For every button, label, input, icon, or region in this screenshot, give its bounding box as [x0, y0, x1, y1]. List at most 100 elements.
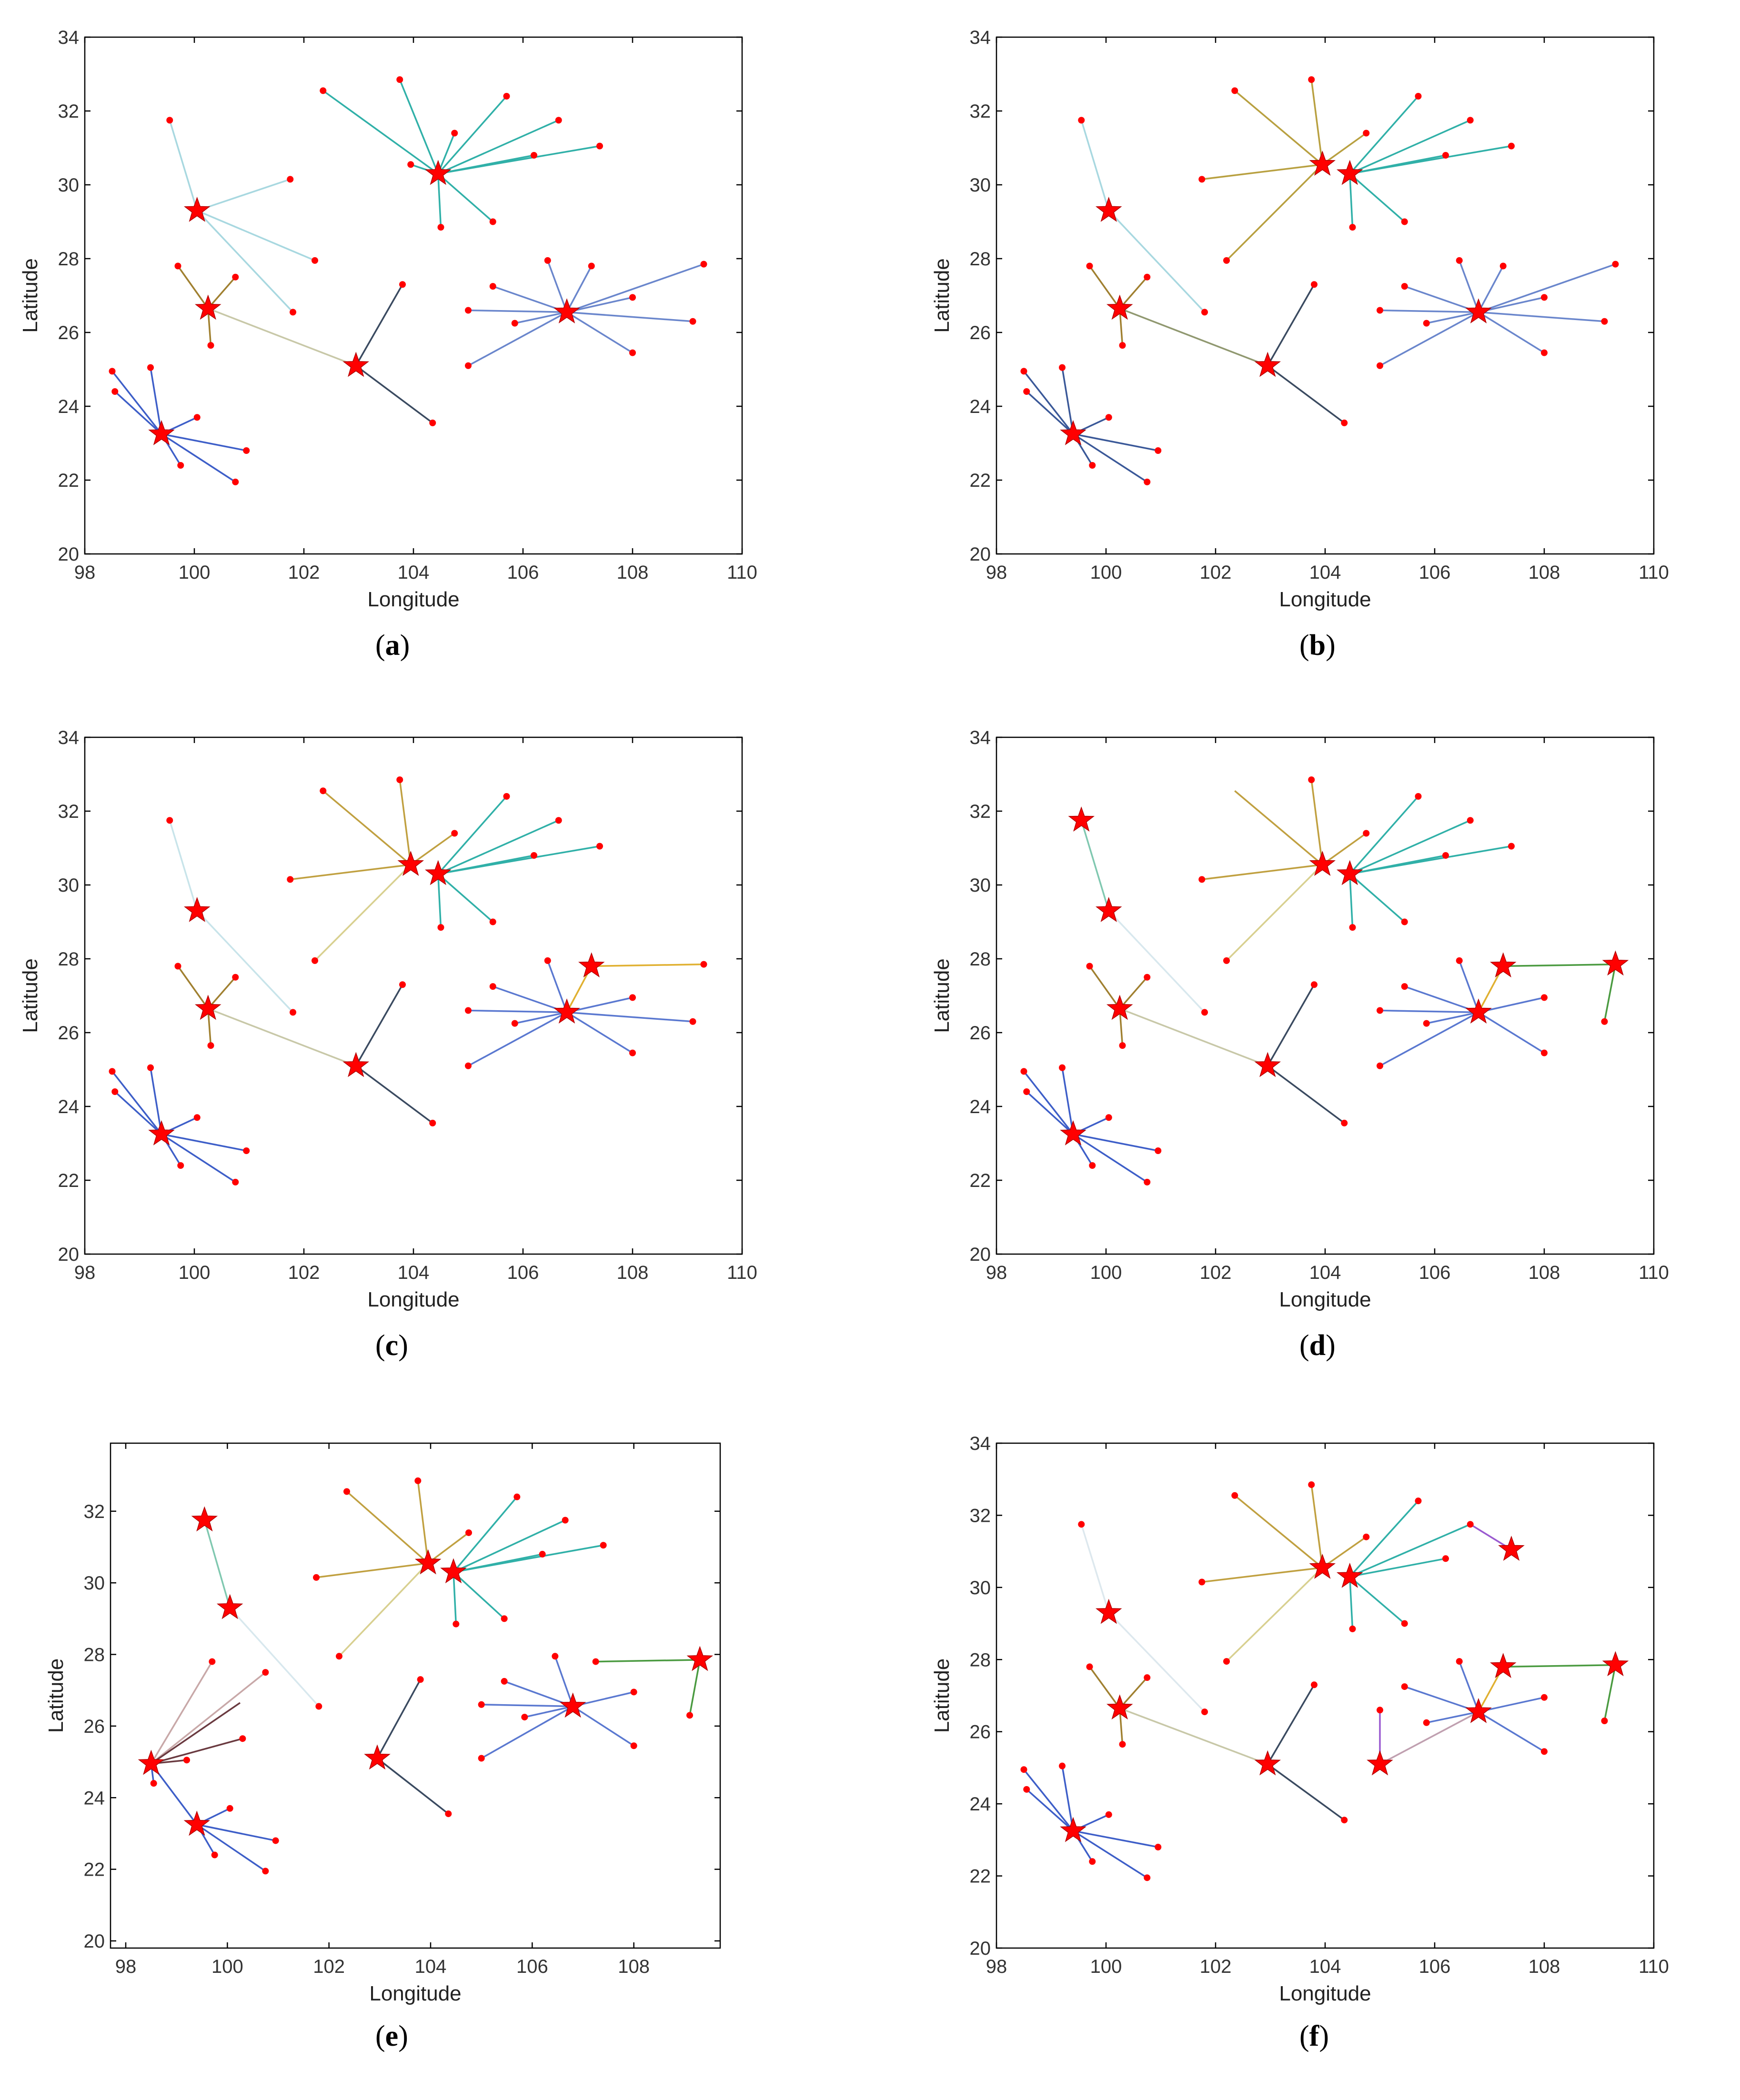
- link-line: [453, 1572, 457, 1624]
- city-point: [501, 1615, 508, 1622]
- link-line: [468, 309, 567, 313]
- link-line: [161, 433, 236, 483]
- link-line: [208, 1007, 356, 1067]
- link-line: [1349, 154, 1446, 175]
- y-tick-label: 26: [84, 1716, 105, 1737]
- chart-a: 98 100 102 104 106 108 110 20 22 24 26 28 30 32 34 Long…: [19, 27, 757, 611]
- city-point: [1119, 342, 1126, 349]
- y-axis-label: Latitude: [930, 958, 954, 1033]
- city-point: [629, 349, 636, 356]
- city-point: [312, 957, 318, 964]
- city-point: [1089, 1858, 1096, 1865]
- city-point: [312, 257, 318, 264]
- link-line: [468, 311, 567, 367]
- link-line: [591, 963, 704, 967]
- link-line: [177, 965, 209, 1009]
- center-star: [1336, 860, 1363, 885]
- link-line: [514, 311, 567, 324]
- city-point: [177, 462, 184, 469]
- link-line: [1267, 1684, 1315, 1765]
- x-tick-label: 100: [1090, 1262, 1122, 1283]
- link-line: [1026, 391, 1074, 435]
- city-point: [243, 1147, 250, 1154]
- caption-e-label: e: [385, 2020, 399, 2052]
- x-tick-label: 106: [1419, 1956, 1451, 1977]
- city-point: [1144, 1874, 1151, 1881]
- city-point: [313, 1574, 320, 1581]
- city-point: [1401, 918, 1408, 925]
- link-line: [1073, 1830, 1148, 1879]
- city-point: [1059, 364, 1066, 371]
- link-line: [481, 1706, 573, 1759]
- y-tick-label: 32: [970, 1505, 991, 1526]
- city-point: [451, 830, 458, 837]
- link-line: [1458, 960, 1479, 1013]
- link-line: [1061, 367, 1074, 434]
- x-tick-label: 104: [1309, 1262, 1341, 1283]
- city-point: [1155, 1147, 1162, 1154]
- city-point: [1311, 1681, 1318, 1688]
- link-line: [207, 1008, 212, 1046]
- city-point: [1144, 974, 1151, 981]
- city-point: [1201, 1708, 1208, 1716]
- city-point: [290, 1009, 296, 1016]
- link-line: [114, 391, 162, 435]
- link-line: [468, 1009, 567, 1014]
- x-axis-label: Longitude: [1279, 1982, 1371, 2005]
- city-point: [1401, 1620, 1408, 1627]
- link-line: [1119, 1007, 1268, 1067]
- link-line: [197, 178, 291, 211]
- link-line: [547, 260, 568, 312]
- city-point: [1508, 142, 1515, 150]
- city-point: [1341, 419, 1348, 426]
- link-line: [1310, 1484, 1323, 1568]
- city-point: [1377, 1007, 1383, 1014]
- city-point: [1423, 320, 1430, 327]
- center-star: [1465, 1698, 1492, 1723]
- city-point: [1541, 349, 1548, 356]
- x-tick-label: 110: [1639, 562, 1669, 583]
- center-star: [194, 294, 221, 320]
- y-tick-label: 34: [58, 27, 80, 48]
- link-line: [1267, 1065, 1345, 1124]
- city-point: [689, 318, 696, 325]
- y-tick-label: 34: [58, 727, 80, 748]
- city-point: [1308, 76, 1315, 83]
- link-line: [208, 307, 356, 367]
- city-point: [1311, 281, 1318, 288]
- city-point: [232, 974, 239, 981]
- link-line: [316, 1562, 428, 1578]
- city-point: [1341, 1817, 1348, 1824]
- link-line: [1119, 307, 1268, 367]
- y-tick-label: 24: [970, 1096, 991, 1117]
- link-line: [1089, 1666, 1121, 1709]
- city-point: [1155, 447, 1162, 454]
- y-axis-label: Latitude: [19, 258, 42, 333]
- link-line: [1108, 210, 1206, 313]
- center-star: [148, 420, 175, 445]
- city-point: [193, 414, 201, 421]
- caption-f-label: f: [1309, 2020, 1319, 2052]
- x-tick-label: 100: [179, 1262, 211, 1283]
- city-point: [596, 843, 603, 850]
- y-tick-label: 30: [970, 175, 991, 196]
- city-point: [1415, 793, 1422, 800]
- city-point: [1119, 1042, 1126, 1049]
- link-line: [203, 1520, 231, 1608]
- link-line: [595, 1659, 700, 1663]
- link-line: [566, 996, 633, 1014]
- y-tick-label: 28: [58, 249, 80, 270]
- city-point: [1144, 273, 1151, 281]
- link-line: [1458, 260, 1479, 312]
- city-point: [1415, 93, 1422, 100]
- link-line: [1379, 1711, 1479, 1765]
- center-star: [216, 1594, 243, 1619]
- city-point: [232, 273, 239, 281]
- link-line: [1603, 964, 1617, 1022]
- link-line: [572, 1706, 634, 1747]
- link-line: [1023, 371, 1074, 435]
- city-point: [239, 1735, 246, 1742]
- x-tick-label: 102: [1200, 1956, 1232, 1977]
- link-line: [1349, 119, 1471, 175]
- center-star: [183, 1810, 211, 1836]
